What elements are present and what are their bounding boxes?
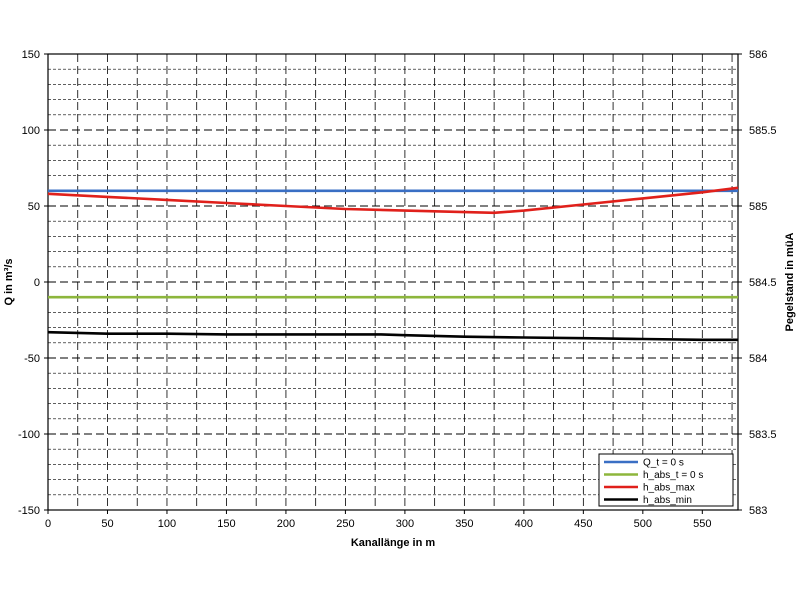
x-tick-label: 550 bbox=[693, 518, 711, 530]
series-line-h-abs-max bbox=[47, 186, 739, 215]
y-right-axis-ticks: 586 585.5 585 584.5 584 583.5 583 bbox=[738, 49, 777, 517]
x-axis-ticks: 0 50 100 150 200 250 300 350 400 450 500 550 bbox=[45, 510, 711, 530]
x-tick-label: 100 bbox=[158, 518, 176, 530]
y-left-tick-label: -100 bbox=[18, 429, 40, 441]
legend-label: h_abs_min bbox=[643, 495, 692, 506]
x-tick-label: 0 bbox=[45, 518, 51, 530]
y-right-tick-label: 586 bbox=[749, 49, 767, 61]
x-tick-label: 300 bbox=[396, 518, 414, 530]
grid bbox=[48, 54, 738, 510]
y-right-tick-label: 583.5 bbox=[749, 429, 777, 441]
x-tick-label: 50 bbox=[101, 518, 113, 530]
y-left-tick-label: 50 bbox=[28, 201, 40, 213]
legend-label: h_abs_t = 0 s bbox=[643, 470, 703, 481]
y-right-tick-label: 584 bbox=[749, 353, 767, 365]
y-left-tick-label: 150 bbox=[22, 49, 40, 61]
y-left-tick-label: -50 bbox=[24, 353, 40, 365]
y-left-axis-title: Q in m³/s bbox=[3, 258, 15, 305]
x-axis-title: Kanallänge in m bbox=[351, 537, 436, 549]
y-right-tick-label: 585 bbox=[749, 201, 767, 213]
y-right-tick-label: 583 bbox=[749, 505, 767, 517]
x-tick-label: 200 bbox=[277, 518, 295, 530]
x-tick-label: 250 bbox=[336, 518, 354, 530]
legend-label: h_abs_max bbox=[643, 483, 695, 494]
series-layer bbox=[47, 186, 739, 342]
y-left-tick-label: 100 bbox=[22, 125, 40, 137]
y-right-tick-label: 584.5 bbox=[749, 277, 777, 289]
legend-label: Q_t = 0 s bbox=[643, 458, 684, 469]
series-line-h-abs-min bbox=[47, 330, 738, 342]
x-tick-label: 450 bbox=[574, 518, 592, 530]
x-tick-label: 350 bbox=[455, 518, 473, 530]
y-right-axis-title: Pegelstand in müA bbox=[784, 232, 796, 331]
y-left-tick-label: -150 bbox=[18, 505, 40, 517]
y-left-axis-ticks: 150 100 50 0 -50 -100 -150 bbox=[18, 49, 48, 517]
x-tick-label: 500 bbox=[634, 518, 652, 530]
x-tick-label: 400 bbox=[515, 518, 533, 530]
x-tick-label: 150 bbox=[217, 518, 235, 530]
y-right-tick-label: 585.5 bbox=[749, 125, 777, 137]
y-left-tick-label: 0 bbox=[34, 277, 40, 289]
